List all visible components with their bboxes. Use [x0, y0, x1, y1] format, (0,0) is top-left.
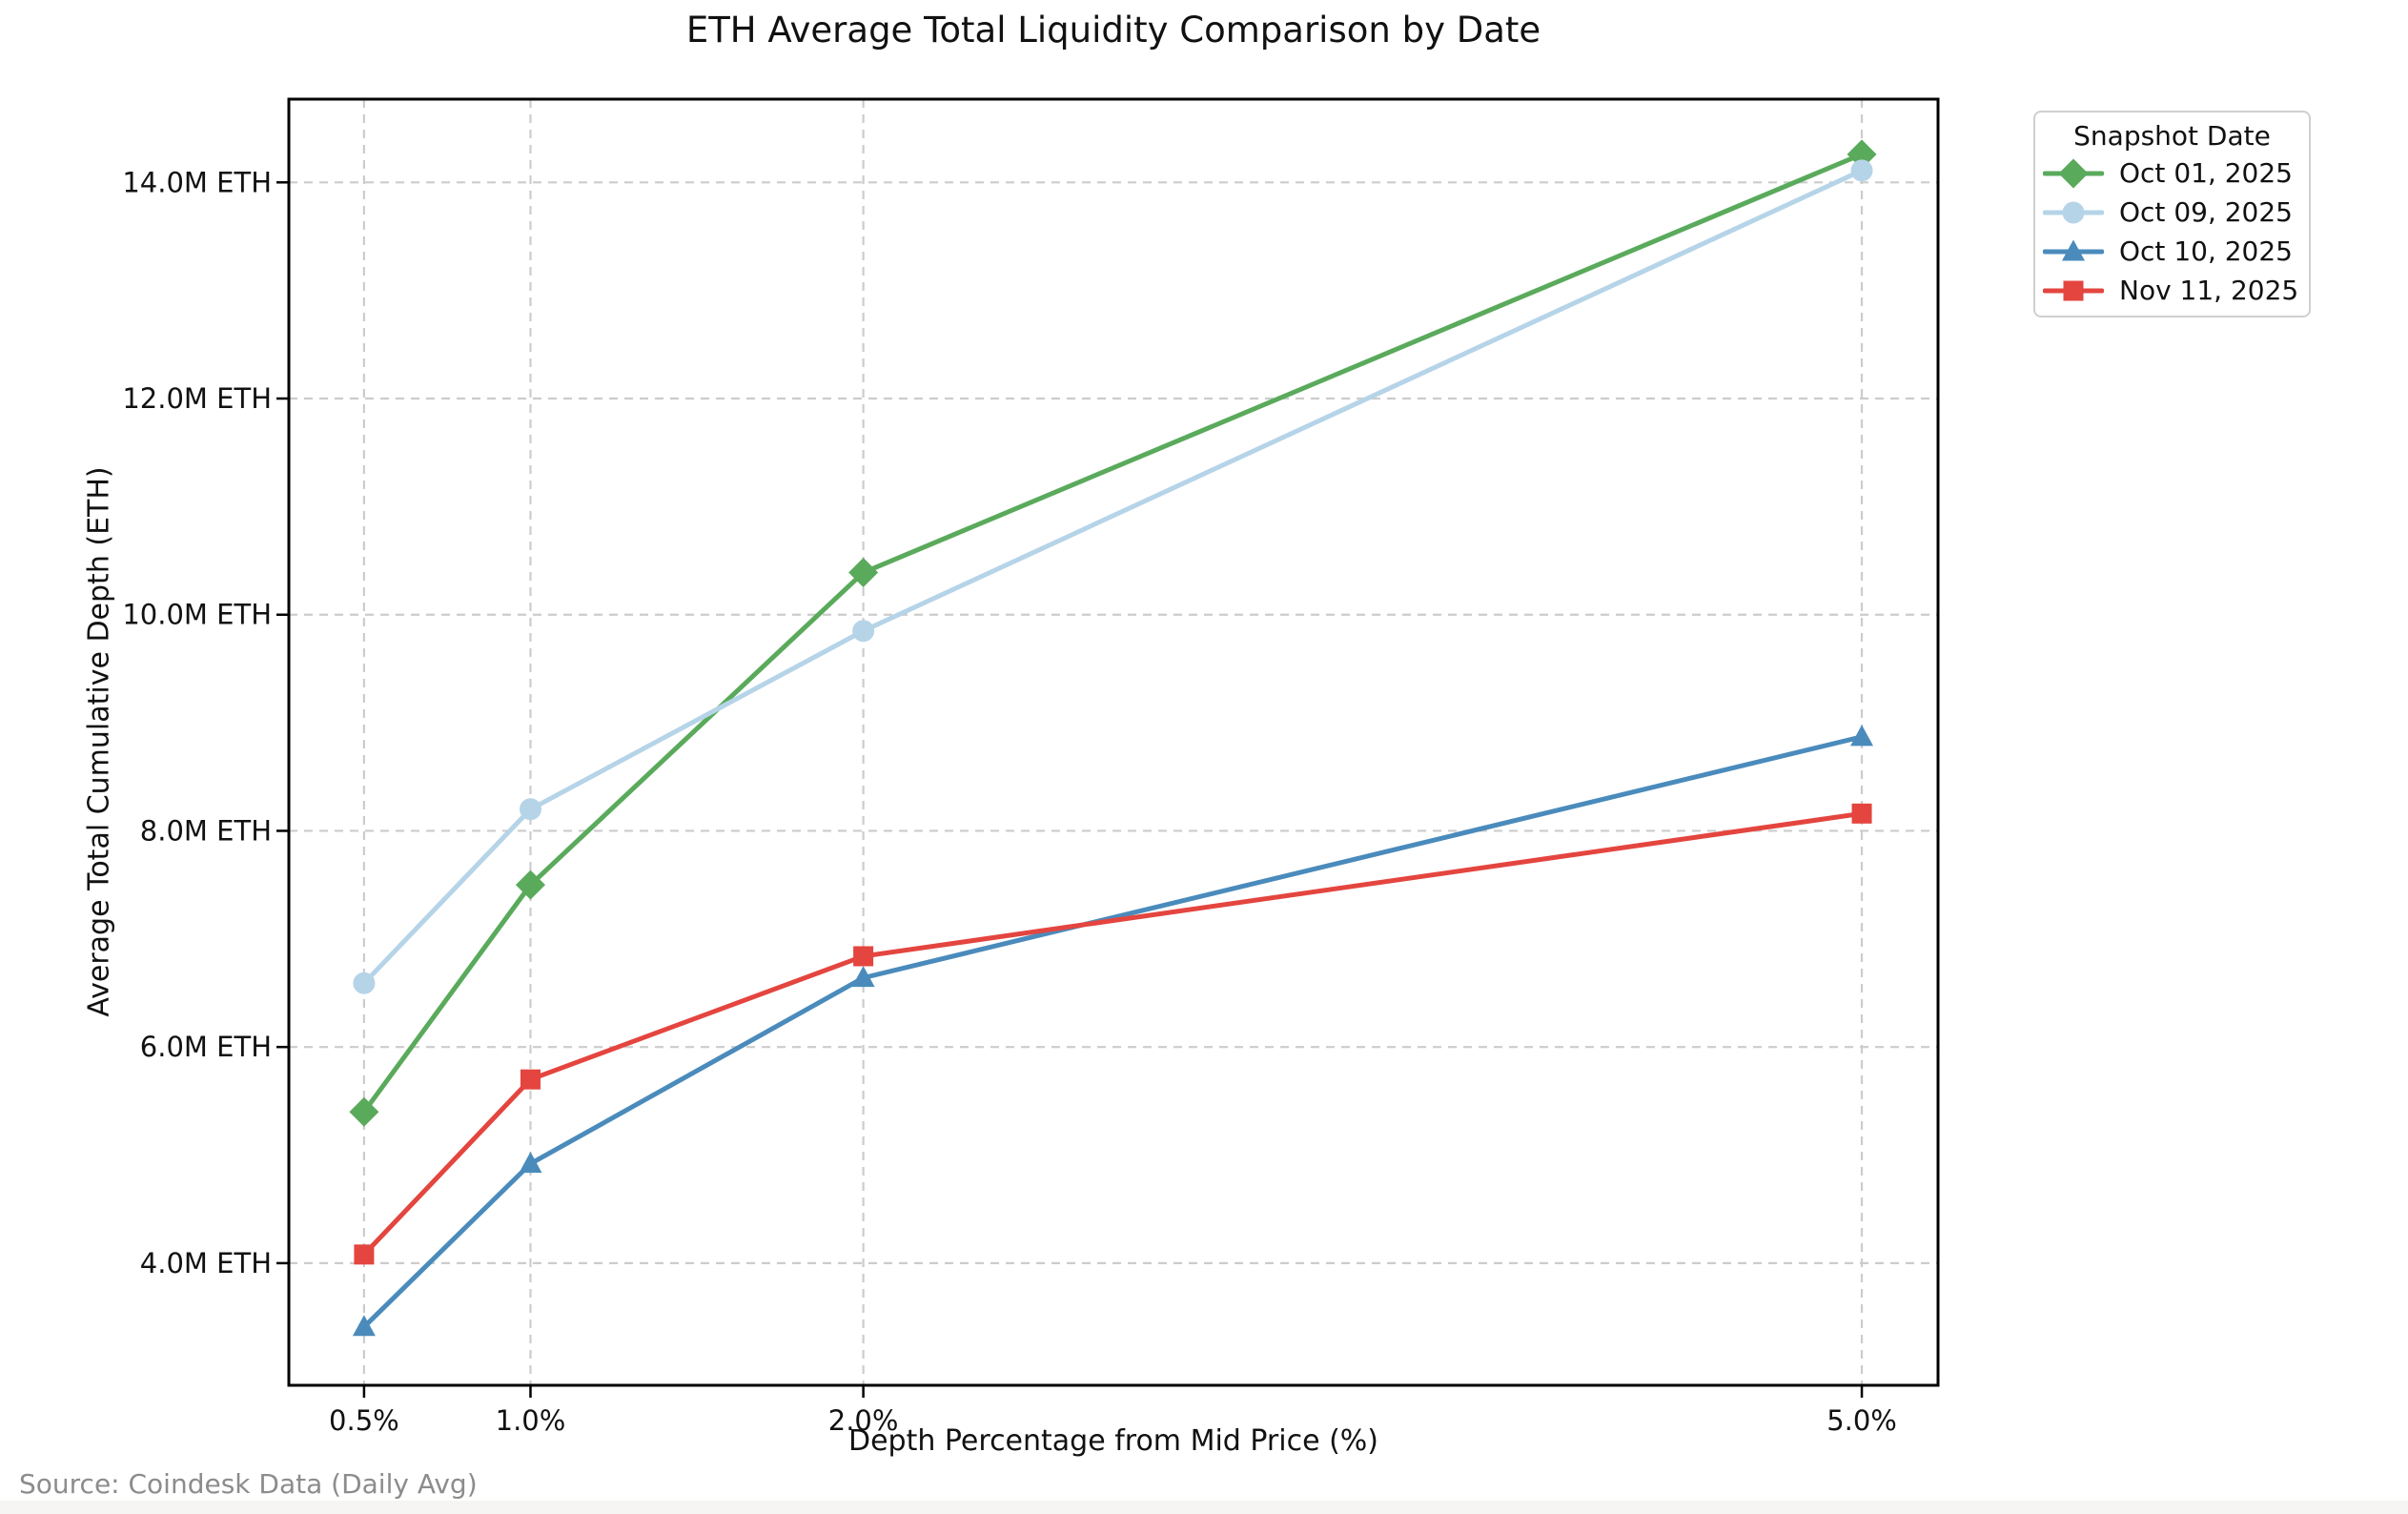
series-nov-11-2025	[354, 803, 1872, 1265]
data-point-nov-11-2025-0.5pct	[354, 1244, 375, 1265]
series-oct-01-2025	[349, 139, 1877, 1127]
data-point-nov-11-2025-1.0pct	[520, 1069, 541, 1090]
legend-marker-diamond-icon	[2058, 158, 2089, 188]
data-point-oct-10-2025-0.5pct	[352, 1315, 376, 1337]
data-point-oct-09-2025-1.0pct	[519, 798, 541, 821]
source-note: Source: Coindesk Data (Daily Avg)	[19, 1468, 478, 1500]
data-point-oct-01-2025-1.0pct	[515, 870, 545, 900]
legend-items: Oct 01, 2025 Oct 09, 2025 Oct 10, 2025 Nov …	[2035, 153, 2309, 310]
y-tick-label: 4.0M ETH	[140, 1247, 272, 1279]
bottom-edge-strip	[0, 1501, 2408, 1514]
y-tick-label: 14.0M ETH	[122, 166, 272, 198]
data-point-oct-10-2025-1.0pct	[519, 1152, 542, 1174]
series-oct-09-2025	[353, 159, 1873, 994]
data-point-oct-09-2025-2.0pct	[852, 620, 875, 643]
legend-marker-triangle-up-icon	[2062, 239, 2085, 260]
series-line-oct-10-2025	[361, 734, 1865, 1330]
data-point-oct-10-2025-2.0pct	[851, 966, 875, 988]
data-point-oct-01-2025-5.0pct	[1847, 139, 1877, 170]
y-tick-label: 6.0M ETH	[140, 1031, 272, 1063]
y-tick-label: 12.0M ETH	[122, 382, 272, 415]
data-point-oct-01-2025-2.0pct	[848, 558, 879, 588]
legend-swatch-square-icon	[2043, 280, 2104, 300]
legend-item-label: Oct 09, 2025	[2119, 196, 2293, 228]
y-tick-label: 10.0M ETH	[122, 599, 272, 631]
data-point-oct-01-2025-0.5pct	[349, 1096, 379, 1127]
x-tick-label: 1.0%	[496, 1404, 566, 1437]
series-line-oct-01-2025	[361, 152, 1865, 1115]
legend-item-nov-11-2025: Nov 11, 2025	[2035, 271, 2309, 310]
series-line-nov-11-2025	[361, 810, 1865, 1258]
y-tick-label: 8.0M ETH	[140, 814, 272, 847]
plot-border	[287, 97, 1940, 1387]
data-point-oct-10-2025-5.0pct	[1850, 725, 1874, 747]
series-line-oct-09-2025	[361, 168, 1865, 986]
legend-item-label: Oct 10, 2025	[2119, 235, 2293, 267]
chart-title: ETH Average Total Liquidity Comparison b…	[685, 10, 1541, 51]
data-point-nov-11-2025-2.0pct	[853, 946, 874, 967]
x-tick-label: 0.5%	[329, 1404, 399, 1437]
data-point-nov-11-2025-5.0pct	[1851, 803, 1872, 824]
legend-marker-circle-icon	[2062, 201, 2085, 223]
legend-swatch-triangle-up-icon	[2043, 239, 2104, 260]
x-axis-label: Depth Percentage from Mid Price (%)	[848, 1424, 1378, 1458]
legend-item-oct-10-2025: Oct 10, 2025	[2035, 232, 2309, 271]
y-axis-label: Average Total Cumulative Depth (ETH)	[82, 466, 116, 1017]
legend: Snapshot Date Oct 01, 2025 Oct 09, 2025 Oc…	[2033, 111, 2311, 317]
legend-swatch-circle-icon	[2043, 201, 2104, 223]
x-tick-label: 5.0%	[1826, 1404, 1897, 1437]
data-point-oct-09-2025-0.5pct	[353, 972, 376, 994]
legend-item-oct-01-2025: Oct 01, 2025	[2035, 153, 2309, 193]
legend-item-label: Oct 01, 2025	[2119, 157, 2293, 189]
legend-item-label: Nov 11, 2025	[2119, 275, 2299, 306]
data-point-oct-09-2025-5.0pct	[1850, 159, 1873, 182]
legend-item-oct-09-2025: Oct 09, 2025	[2035, 193, 2309, 232]
x-tick-label: 2.0%	[828, 1404, 899, 1437]
series-oct-10-2025	[352, 725, 1874, 1337]
legend-swatch-diamond-icon	[2043, 158, 2104, 188]
legend-title: Snapshot Date	[2073, 120, 2271, 152]
legend-marker-square-icon	[2063, 280, 2084, 300]
